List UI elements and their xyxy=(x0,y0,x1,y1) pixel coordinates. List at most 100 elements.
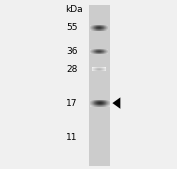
Bar xyxy=(97,101,98,102)
Bar xyxy=(92,26,93,27)
Bar xyxy=(107,51,108,52)
Bar xyxy=(105,104,106,105)
Bar xyxy=(92,28,93,29)
Bar xyxy=(97,51,98,52)
Bar xyxy=(98,105,99,106)
Bar xyxy=(95,104,96,105)
Bar xyxy=(101,106,102,107)
Bar xyxy=(104,50,105,51)
Bar xyxy=(95,53,96,54)
Bar xyxy=(93,102,94,103)
Bar xyxy=(95,105,96,106)
Bar xyxy=(95,106,96,107)
Bar xyxy=(101,101,102,102)
Bar xyxy=(106,102,107,103)
Bar xyxy=(97,29,98,30)
Bar xyxy=(94,49,95,50)
Bar xyxy=(94,101,95,102)
Bar xyxy=(99,52,100,53)
Bar xyxy=(91,49,92,50)
Bar xyxy=(90,103,91,104)
Bar xyxy=(105,26,106,27)
Bar xyxy=(101,106,102,107)
Bar xyxy=(97,104,98,105)
Bar xyxy=(98,70,99,71)
Bar xyxy=(96,49,97,50)
Bar xyxy=(93,105,94,106)
Bar xyxy=(97,50,98,51)
Bar xyxy=(107,104,108,105)
Bar xyxy=(90,101,91,102)
Bar xyxy=(101,104,102,105)
Bar xyxy=(90,104,91,105)
Bar xyxy=(108,100,109,101)
Bar xyxy=(92,69,93,70)
Bar xyxy=(100,100,101,101)
Bar xyxy=(100,103,101,104)
Bar xyxy=(90,100,91,101)
Bar xyxy=(93,49,94,50)
Bar xyxy=(102,100,103,101)
Bar xyxy=(88,5,110,166)
Bar xyxy=(93,100,94,101)
Bar xyxy=(103,104,104,105)
Bar xyxy=(93,52,94,53)
Bar xyxy=(105,106,106,107)
Bar xyxy=(104,106,105,107)
Bar xyxy=(97,105,98,106)
Bar xyxy=(102,102,103,103)
Bar xyxy=(92,68,93,69)
Bar xyxy=(99,49,100,50)
Bar xyxy=(93,30,94,31)
Bar xyxy=(106,105,107,106)
Bar xyxy=(98,105,99,106)
Bar xyxy=(107,25,108,26)
Bar xyxy=(102,68,103,69)
Bar xyxy=(95,69,96,70)
Bar xyxy=(96,28,97,29)
Bar xyxy=(102,103,103,104)
Bar xyxy=(90,106,91,107)
Bar xyxy=(103,29,104,30)
Bar xyxy=(109,101,110,102)
Bar xyxy=(96,103,97,104)
Bar xyxy=(103,25,104,26)
Bar xyxy=(109,103,110,104)
Bar xyxy=(97,104,98,105)
Bar xyxy=(98,102,99,103)
Bar xyxy=(99,27,100,28)
Bar xyxy=(104,25,105,26)
Bar xyxy=(106,105,107,106)
Bar xyxy=(95,30,96,31)
Bar xyxy=(92,102,93,103)
Bar xyxy=(106,49,107,50)
Bar xyxy=(100,30,101,31)
Bar xyxy=(106,101,107,102)
Bar xyxy=(103,51,104,52)
Bar xyxy=(97,69,98,70)
Bar xyxy=(106,52,107,53)
Bar xyxy=(98,25,99,26)
Bar xyxy=(97,26,98,27)
Bar xyxy=(92,51,93,52)
Bar xyxy=(93,101,94,102)
Bar xyxy=(92,103,93,104)
Bar xyxy=(95,101,96,102)
Bar xyxy=(92,50,93,51)
Bar xyxy=(102,70,103,71)
Bar xyxy=(91,28,92,29)
Bar xyxy=(90,53,91,54)
Bar xyxy=(106,25,107,26)
Bar xyxy=(101,104,102,105)
Bar xyxy=(101,28,102,29)
Bar xyxy=(107,102,108,103)
Bar xyxy=(103,102,104,103)
Bar xyxy=(97,68,98,69)
Bar xyxy=(102,25,103,26)
Bar xyxy=(105,27,106,28)
Bar xyxy=(107,52,108,53)
Bar xyxy=(95,28,96,29)
Bar xyxy=(94,52,95,53)
Bar xyxy=(96,102,97,103)
Bar xyxy=(108,102,109,103)
